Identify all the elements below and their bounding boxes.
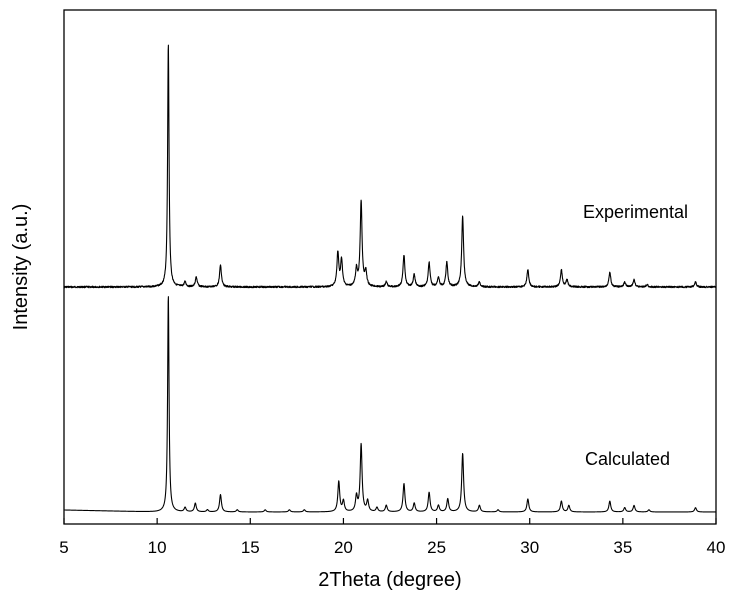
- x-tick-label: 15: [241, 538, 260, 557]
- series-trace-bottom: [63, 296, 717, 513]
- x-tick-label: 20: [334, 538, 353, 557]
- x-tick-label: 40: [707, 538, 726, 557]
- x-tick-label: 5: [59, 538, 68, 557]
- series-trace-top: [63, 44, 717, 289]
- plot-frame: [63, 9, 717, 525]
- traces: [63, 44, 717, 513]
- x-axis-title: 2Theta (degree): [318, 569, 461, 591]
- series-label-bottom: Calculated: [585, 449, 670, 469]
- x-tick-label: 10: [148, 538, 167, 557]
- x-tick-label: 35: [613, 538, 632, 557]
- x-tick-label: 25: [427, 538, 446, 557]
- series-label-top: Experimental: [583, 202, 688, 222]
- y-axis-title: Intensity (a.u.): [10, 204, 32, 331]
- x-axis-ticks: 5 10 15 20 25 30 35 40: [59, 518, 725, 557]
- x-tick-label: 30: [520, 538, 539, 557]
- series-labels: Experimental Calculated: [583, 202, 688, 469]
